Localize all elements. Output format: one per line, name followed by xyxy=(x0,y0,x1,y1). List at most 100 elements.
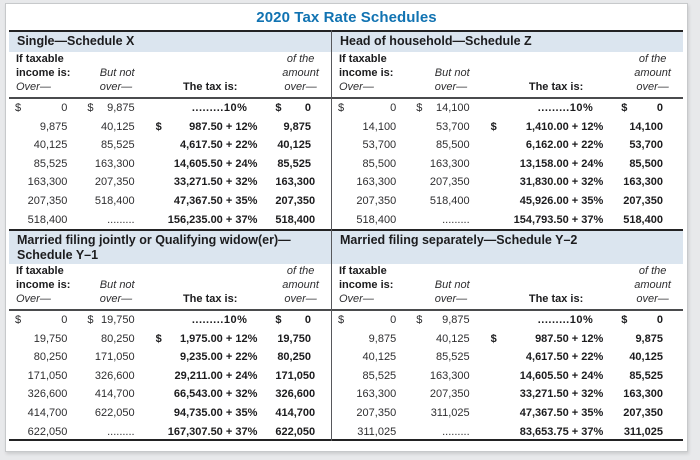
cell-but-not-over: 40,125 xyxy=(435,332,470,345)
cell-but-not-over: $9,875 xyxy=(402,314,477,326)
dollar-sign: $ xyxy=(338,102,345,115)
dollar-sign: $ xyxy=(15,102,22,115)
cell-tax: 94,735.00 + 35% xyxy=(173,407,258,419)
tax-table-row: $0 $14,100 .........10% $0 xyxy=(332,99,683,118)
cell-amount-over: 80,250 xyxy=(277,351,311,364)
cell-but-not-over: 40,125 xyxy=(100,120,135,133)
tax-table-rows: $0 $9,875 .........10% $0 9,875 40,125 $987.50… xyxy=(9,99,331,229)
header-if-taxable-income: If taxable income is: Over— xyxy=(339,265,394,305)
cell-but-not-over: ......... xyxy=(107,213,135,226)
cell-but-not-over: $14,100 xyxy=(402,102,477,114)
cell-over: 207,350 xyxy=(27,195,68,207)
cell-value: 0 xyxy=(61,314,68,327)
cell-but-not-over: 518,400 xyxy=(94,195,135,207)
header-but-not-over: But not over— xyxy=(99,67,135,93)
cell-amount-over: $0 xyxy=(609,102,683,114)
cell-value: 0 xyxy=(304,314,311,327)
cell-but-not-over: 85,525 xyxy=(100,139,135,152)
tax-schedules-sheet: 2020 Tax Rate Schedules Single—Schedule … xyxy=(5,3,688,452)
cell-amount-over: $0 xyxy=(609,314,683,326)
column-headers: If taxable income is: Over— But not over… xyxy=(9,52,331,99)
schedule-single: Single—Schedule X If taxable income is: … xyxy=(9,30,331,229)
cell-amount-over: 85,525 xyxy=(277,157,311,170)
cell-over: 518,400 xyxy=(27,213,68,226)
cell-tax: 6,162.00 + 22% xyxy=(525,139,604,152)
schedule-hoh-title-bar: Head of household—Schedule Z xyxy=(332,30,683,52)
cell-value: 0 xyxy=(656,102,663,115)
dollar-sign: $ xyxy=(155,332,162,345)
dollar-sign: $ xyxy=(338,314,345,327)
cell-tax: 9,235.00 + 22% xyxy=(179,351,258,364)
cell-over: 163,300 xyxy=(356,176,397,189)
dollar-sign: $ xyxy=(155,120,162,133)
cell-amount-over: 163,300 xyxy=(275,176,316,189)
cell-over: 40,125 xyxy=(362,351,397,364)
cell-tax: 154,793.50 + 37% xyxy=(513,213,604,226)
cell-but-not-over: 85,525 xyxy=(435,351,470,364)
tax-table-rows: $0 $14,100 .........10% $0 14,100 53,700 $1,41… xyxy=(332,99,683,229)
schedule-single-title-bar: Single—Schedule X xyxy=(9,30,331,52)
cell-over: 622,050 xyxy=(27,425,68,438)
tax-table-row: 85,525 163,300 14,605.50 + 24% 85,525 xyxy=(332,367,683,386)
schedule-mfs-title-bar: Married filing separately—Schedule Y–2 xyxy=(332,229,683,264)
cell-value: 0 xyxy=(656,314,663,327)
cell-but-not-over: 163,300 xyxy=(94,157,135,170)
column-headers: If taxable income is: Over— But not over… xyxy=(332,52,683,99)
cell-over: 85,500 xyxy=(362,157,397,170)
cell-over: 171,050 xyxy=(27,369,68,382)
cell-tax: 66,543.00 + 32% xyxy=(173,388,258,401)
schedule-title-line1: Married filing separately—Schedule Y–2 xyxy=(340,233,578,247)
cell-value: 9,875 xyxy=(107,102,135,115)
tax-table-row: 163,300 207,350 31,830.00 + 32% 163,300 xyxy=(332,173,683,192)
schedule-title-line1: Single—Schedule X xyxy=(17,34,135,48)
cell-but-not-over: ......... xyxy=(442,213,470,226)
cell-but-not-over: ......... xyxy=(442,425,470,438)
dollar-sign: $ xyxy=(621,102,628,115)
cell-but-not-over: 171,050 xyxy=(94,351,135,364)
tax-table-row: 163,300 207,350 33,271.50 + 32% 163,300 xyxy=(332,385,683,404)
tax-table-row: 171,050 326,600 29,211.00 + 24% 171,050 xyxy=(9,367,331,386)
cell-amount-over: $0 xyxy=(263,102,331,114)
cell-over: $0 xyxy=(9,314,73,326)
column-headers: If taxable income is: Over— But not over… xyxy=(9,264,331,311)
cell-but-not-over: 207,350 xyxy=(429,176,470,189)
cell-over: $0 xyxy=(332,102,402,114)
dollar-sign: $ xyxy=(275,314,282,327)
header-of-the-amount-over: of the amount over— xyxy=(634,265,671,305)
cell-amount-over: 207,350 xyxy=(623,407,663,419)
tax-table-row: 207,350 311,025 47,367.50 + 35% 207,350 xyxy=(332,404,683,423)
tax-table-row: 85,525 163,300 14,605.50 + 24% 85,525 xyxy=(9,155,331,174)
dollar-sign: $ xyxy=(87,102,94,115)
cell-tax: .........10% xyxy=(537,314,594,327)
dollar-sign: $ xyxy=(275,102,282,115)
cell-over: 85,525 xyxy=(362,369,397,382)
cell-amount-over: 414,700 xyxy=(275,407,316,419)
tax-table-row: 9,875 40,125 $987.50 + 12% 9,875 xyxy=(9,118,331,137)
dollar-sign: $ xyxy=(15,314,22,327)
schedule-title-line2: Schedule Y–1 xyxy=(17,248,99,262)
tax-table-row: $0 $19,750 .........10% $0 xyxy=(9,311,331,330)
cell-but-not-over: 163,300 xyxy=(429,157,470,170)
cell-value: 987.50 + 12% xyxy=(535,332,604,345)
header-but-not-over: But not over— xyxy=(434,67,470,93)
column-headers: If taxable income is: Over— But not over… xyxy=(332,264,683,311)
cell-over: 518,400 xyxy=(356,213,397,226)
header-the-tax-is: The tax is: xyxy=(528,81,584,93)
tax-table-row: 53,700 85,500 6,162.00 + 22% 53,700 xyxy=(332,136,683,155)
tax-table-row: $0 $9,875 .........10% $0 xyxy=(332,311,683,330)
cell-but-not-over: 163,300 xyxy=(429,369,470,382)
cell-but-not-over: ......... xyxy=(107,425,135,438)
schedule-mfj-title-bar: Married filing jointly or Qualifying wid… xyxy=(9,229,331,264)
tax-table-row: 207,350 518,400 45,926.00 + 35% 207,350 xyxy=(332,192,683,211)
cell-but-not-over: 622,050 xyxy=(94,407,135,419)
cell-over: 207,350 xyxy=(356,195,397,207)
cell-amount-over: 85,525 xyxy=(629,369,663,382)
cell-tax: 156,235.00 + 37% xyxy=(167,213,258,226)
cell-value: 19,750 xyxy=(100,314,135,327)
cell-over: 85,525 xyxy=(33,157,68,170)
cell-but-not-over: 207,350 xyxy=(94,176,135,189)
cell-over: 14,100 xyxy=(362,120,397,133)
cell-tax: 45,926.00 + 35% xyxy=(519,195,604,207)
cell-over: 326,600 xyxy=(27,388,68,401)
cell-over: 163,300 xyxy=(356,388,397,401)
